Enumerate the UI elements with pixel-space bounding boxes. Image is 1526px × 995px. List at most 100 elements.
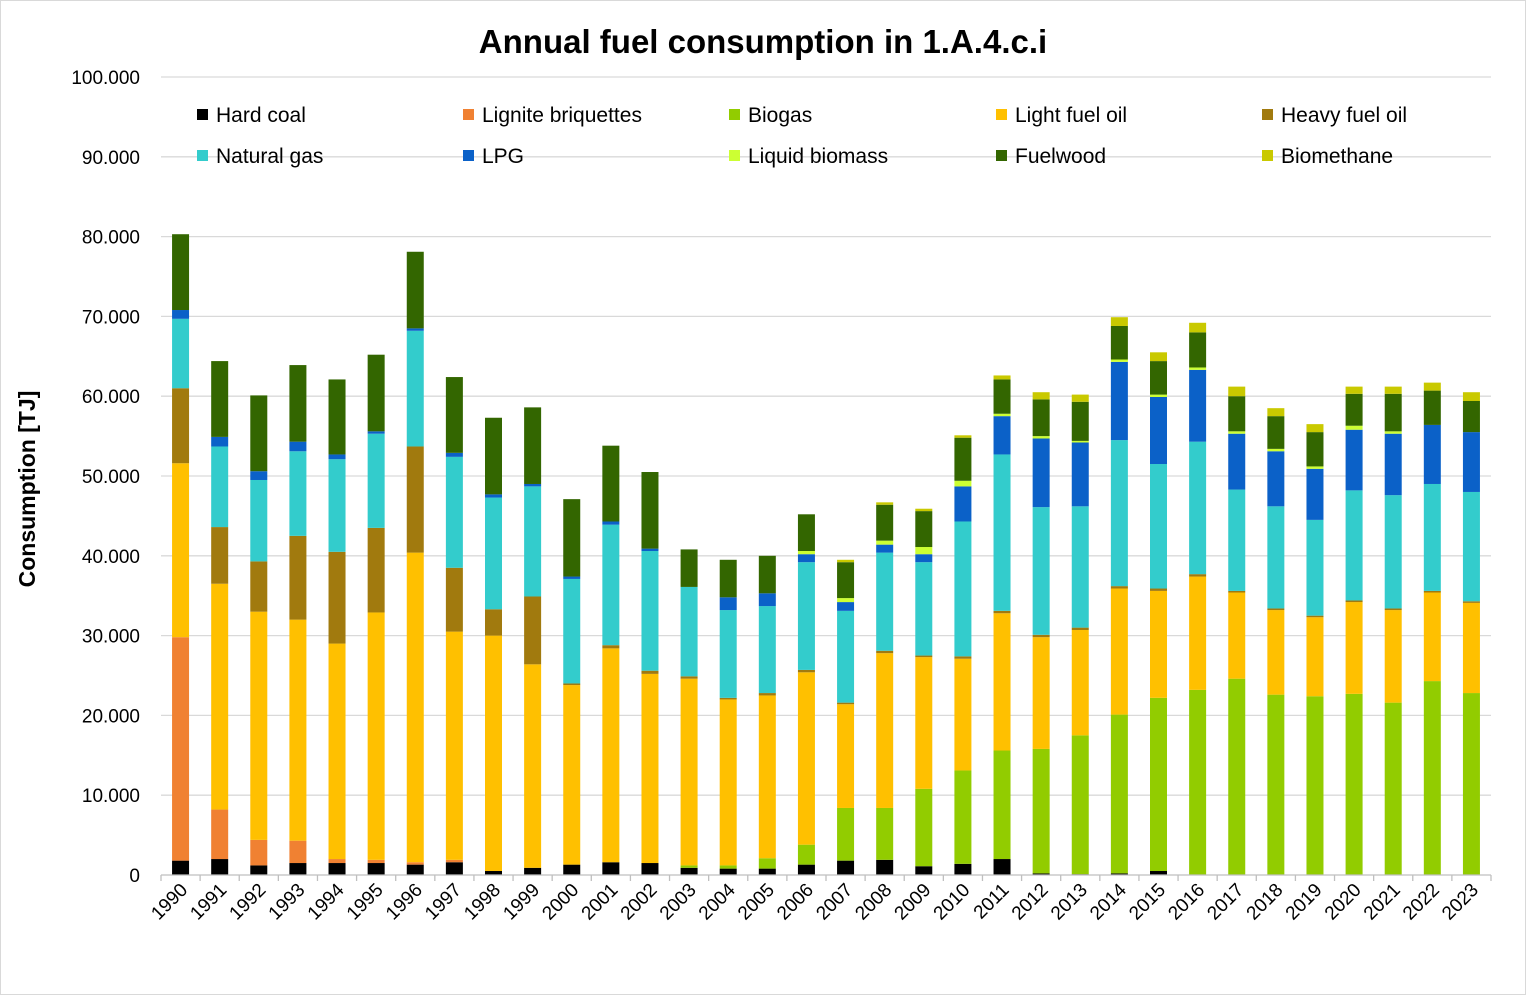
bar-segment (250, 865, 268, 875)
y-tick-label: 30.000 (82, 627, 140, 648)
legend-label: LPG (482, 145, 524, 168)
legend-swatch (463, 109, 474, 120)
bar-segment (1345, 425, 1363, 430)
x-tick-label: 2003 (656, 880, 701, 925)
bar-segment (211, 436, 229, 447)
bar-segment (993, 379, 1011, 414)
bar-stack-2017 (1228, 386, 1246, 875)
bar-segment (1384, 608, 1402, 611)
bar-segment (797, 669, 815, 673)
bar-segment (837, 602, 855, 611)
bar-segment (719, 699, 737, 866)
bar-segment (602, 524, 620, 646)
bar-segment (1071, 630, 1089, 736)
bar-segment (406, 862, 424, 865)
bar-segment (445, 631, 463, 860)
x-tick-label: 2021 (1360, 880, 1405, 925)
bar-segment (1071, 627, 1089, 631)
bar-segment (485, 871, 502, 875)
bar-stack-1991 (211, 361, 229, 875)
bar-segment (367, 354, 385, 432)
bar-segment (406, 552, 424, 863)
bar-segment (1306, 519, 1324, 616)
bar-segment (524, 596, 542, 665)
legend-label: Biogas (748, 104, 812, 127)
bar-segment (1032, 392, 1050, 400)
x-tick-label: 1994 (304, 879, 349, 924)
x-tick-label: 2009 (891, 880, 936, 925)
bar-segment (954, 658, 972, 771)
bar-segment (915, 562, 933, 656)
bar-segment (1267, 506, 1285, 609)
bar-segment (1110, 317, 1128, 326)
bar-segment (1071, 440, 1089, 443)
legend-swatch (1262, 150, 1273, 161)
bar-segment (367, 433, 385, 528)
bar-segment (719, 597, 737, 611)
bar-segment (602, 862, 620, 875)
bar-segment (1071, 442, 1089, 507)
bar-segment (993, 416, 1011, 455)
bar-segment (1345, 386, 1363, 394)
bar-segment (758, 693, 776, 696)
bar-segment (602, 445, 620, 522)
bar-segment (211, 859, 229, 875)
bar-segment (563, 576, 581, 579)
bar-stack-2014 (1110, 317, 1128, 875)
bar-segment (1150, 588, 1167, 591)
bar-segment (445, 377, 463, 453)
bar-segment (406, 864, 424, 875)
bar-segment (1306, 432, 1324, 467)
bar-segment (406, 328, 424, 331)
bar-segment (406, 251, 424, 329)
bar-segment (1384, 433, 1402, 496)
bar-segment (289, 365, 307, 442)
bar-segment (1189, 367, 1207, 370)
bar-segment (1032, 436, 1050, 439)
bar-segment (328, 859, 346, 864)
legend-label: Light fuel oil (1015, 104, 1127, 127)
bar-segment (758, 695, 776, 859)
bar-stack-2016 (1189, 322, 1207, 875)
bar-segment (641, 548, 659, 552)
bar-segment (211, 446, 229, 528)
bar-segment (1267, 694, 1285, 875)
bar-segment (993, 413, 1011, 417)
x-tick-label: 2012 (1008, 880, 1053, 925)
bar-segment (1267, 608, 1285, 611)
bar-segment (211, 809, 229, 860)
bar-segment (1306, 696, 1324, 875)
bar-segment (524, 664, 542, 868)
x-tick-label: 2014 (1086, 879, 1131, 924)
bar-segment (602, 521, 620, 525)
bar-segment (172, 637, 190, 861)
bar-segment (1110, 361, 1128, 441)
bar-segment (1150, 697, 1167, 872)
bar-segment (1306, 466, 1324, 469)
bar-segment (954, 521, 972, 657)
bar-segment (1110, 440, 1128, 587)
chart-title: Annual fuel consumption in 1.A.4.c.i (479, 23, 1047, 60)
x-tick-label: 2004 (695, 879, 740, 924)
bar-segment (1345, 393, 1363, 426)
bar-segment (1189, 574, 1207, 577)
bar-segment (172, 234, 190, 311)
bar-stack-2011 (993, 375, 1011, 875)
bar-segment (1267, 451, 1285, 507)
bar-segment (680, 678, 698, 866)
bar-segment (719, 697, 737, 700)
bar-segment (1110, 714, 1128, 874)
bar-segment (602, 648, 620, 863)
bar-segment (1423, 483, 1441, 591)
bar-segment (993, 750, 1011, 860)
bar-segment (1306, 615, 1324, 618)
bar-segment (485, 635, 502, 872)
bar-segment (289, 840, 307, 864)
y-tick-label: 50.000 (82, 467, 140, 488)
bar-stack-1993 (289, 365, 307, 875)
bar-segment (1189, 322, 1207, 333)
bar-segment (915, 508, 933, 512)
bar-segment (1384, 386, 1402, 394)
legend-label: Liquid biomass (748, 145, 888, 168)
bar-segment (289, 451, 307, 536)
